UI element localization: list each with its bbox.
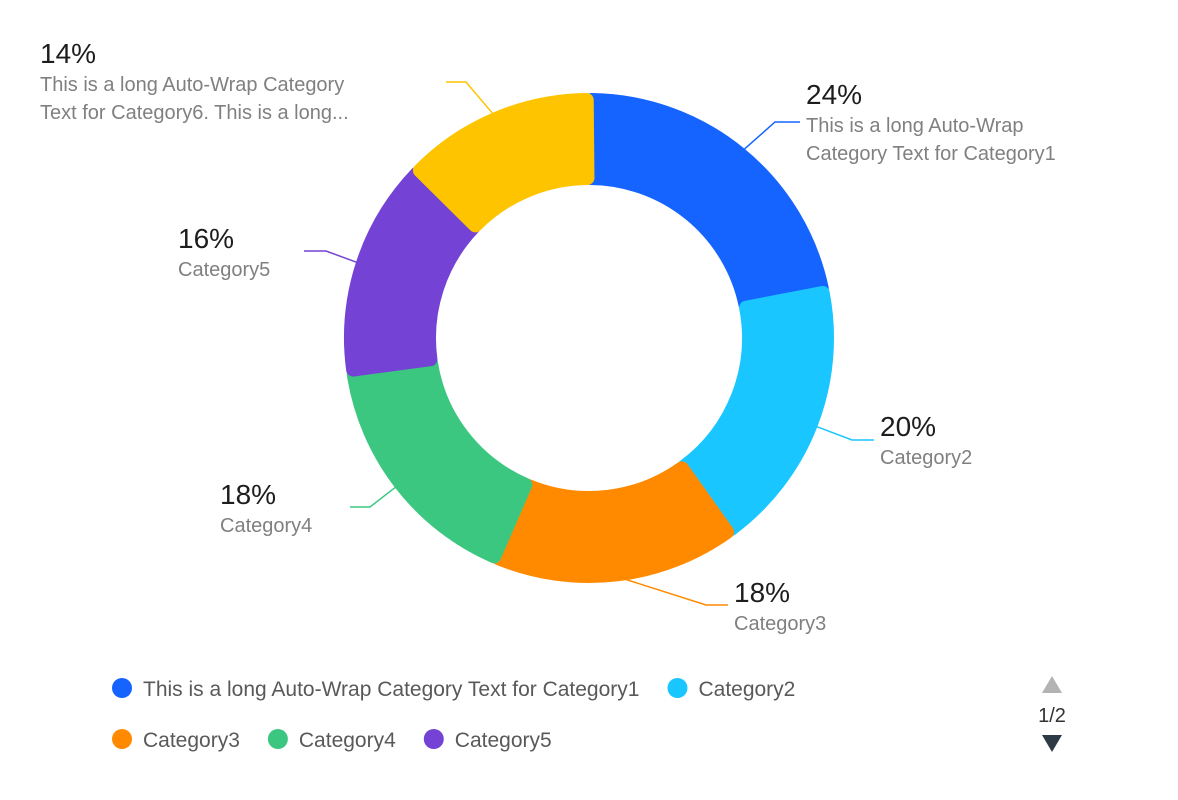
legend: This is a long Auto-Wrap Category Text f… [112, 678, 795, 752]
slice-category-label-1: This is a long Auto-Wrap [806, 115, 1024, 137]
triangle-down-icon[interactable] [1042, 735, 1062, 752]
slice-3[interactable] [491, 461, 735, 583]
leader-line-5 [304, 250, 362, 265]
slice-6[interactable] [412, 93, 595, 233]
slice-category-label-2: Category2 [880, 447, 972, 469]
leader-line-4 [350, 483, 400, 508]
legend-marker-5[interactable] [423, 729, 444, 749]
slices-group [344, 93, 834, 583]
slice-category-label-4: Category4 [220, 515, 312, 537]
slice-percent-label-1: 24% [806, 79, 862, 110]
slice-category-label-3: Category3 [734, 613, 826, 635]
slice-category-label-6: This is a long Auto-Wrap Category [40, 74, 344, 96]
slice-category-label-1: Category Text for Category1 [806, 143, 1056, 165]
slice-1[interactable] [583, 93, 829, 312]
leader-line-1 [740, 121, 800, 153]
slice-4[interactable] [346, 355, 533, 564]
legend-label-4[interactable]: Category4 [299, 729, 396, 752]
slice-percent-label-4: 18% [220, 479, 276, 510]
legend-label-2[interactable]: Category2 [698, 678, 795, 701]
triangle-up-icon[interactable] [1042, 676, 1062, 693]
legend-label-5[interactable]: Category5 [455, 729, 552, 752]
slice-percent-label-6: 14% [40, 38, 96, 69]
legend-marker-2[interactable] [667, 678, 688, 698]
legend-marker-4[interactable] [267, 729, 288, 749]
slice-category-label-6: Text for Category6. This is a long... [40, 102, 349, 124]
slice-category-label-5: Category5 [178, 259, 270, 281]
legend-label-1[interactable]: This is a long Auto-Wrap Category Text f… [143, 678, 639, 701]
leader-line-3 [616, 575, 728, 606]
slice-percent-label-5: 16% [178, 223, 234, 254]
leader-lines-group [304, 81, 874, 606]
slice-labels-group: 24% This is a long Auto-Wrap Category Text… [40, 38, 1056, 635]
pager-text: 1/2 [1038, 705, 1066, 727]
leader-line-2 [812, 424, 874, 441]
slice-percent-label-2: 20% [880, 411, 936, 442]
leader-line-6 [446, 81, 497, 118]
legend-marker-3[interactable] [112, 729, 132, 749]
slice-percent-label-3: 18% [734, 577, 790, 608]
legend-marker-1[interactable] [112, 678, 132, 698]
legend-pager: 1/2 [1038, 676, 1066, 752]
legend-label-3[interactable]: Category3 [143, 729, 240, 752]
